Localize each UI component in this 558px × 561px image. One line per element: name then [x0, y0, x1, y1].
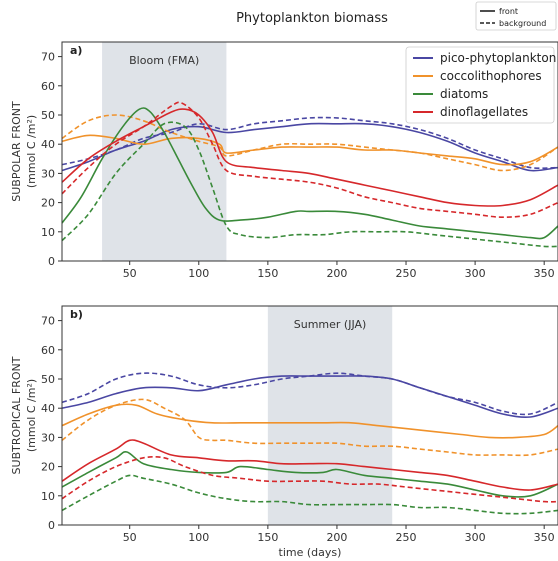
- series-line-a-diatoms-background: [61, 121, 558, 248]
- legend-label-pico-phytoplankton: pico-phytoplankton: [440, 51, 556, 65]
- y-tick-label-a: 20: [41, 197, 55, 210]
- x-tick-label-a: 350: [534, 267, 555, 280]
- x-tick-label-b: 150: [257, 531, 278, 544]
- panel-label-b: b): [70, 308, 83, 321]
- series-line-b-coccolithophores-background: [61, 398, 558, 457]
- shaded-period-label-b: Summer (JJA): [294, 318, 367, 331]
- style-legend-background-label: background: [499, 19, 546, 28]
- series-line-a-diatoms-front: [61, 107, 558, 240]
- panel-label-a: a): [70, 44, 82, 57]
- y-tick-label-b: 10: [41, 490, 55, 503]
- shaded-period-a: [102, 42, 227, 261]
- legend-label-dinoflagellates: dinoflagellates: [440, 105, 528, 119]
- series-line-a-coccolithophores-background: [61, 114, 558, 172]
- y-tick-label-a: 10: [41, 226, 55, 239]
- x-tick-label-a: 100: [188, 267, 209, 280]
- series-line-b-pico-phytoplankton-background: [61, 372, 558, 416]
- plot-frame-b: [61, 305, 558, 526]
- series-line-b-pico-phytoplankton-front: [61, 375, 558, 419]
- series-line-a-pico-phytoplankton-background: [61, 116, 558, 170]
- style-legend: front background: [475, 1, 557, 31]
- x-tick-label-a: 150: [257, 267, 278, 280]
- y-tick-label-a: 70: [41, 51, 55, 64]
- legend-label-coccolithophores: coccolithophores: [440, 69, 542, 83]
- group-legend: pico-phytoplankton coccolithophores diatom…: [405, 46, 556, 124]
- y-axis-label-a: SUBPOLAR FRONT: [10, 101, 23, 202]
- series-line-a-dinoflagellates-front: [61, 108, 558, 207]
- y-tick-label-b: 50: [41, 373, 55, 386]
- style-legend-front-label: front: [499, 7, 518, 16]
- shaded-period-label-a: Bloom (FMA): [129, 54, 199, 67]
- x-tick-label-a: 300: [465, 267, 486, 280]
- x-tick-label-a: 200: [326, 267, 347, 280]
- y-tick-label-b: 20: [41, 461, 55, 474]
- y-tick-label-b: 30: [41, 431, 55, 444]
- y-tick-label-b: 70: [41, 315, 55, 328]
- y-tick-label-a: 40: [41, 138, 55, 151]
- y-tick-label-a: 30: [41, 167, 55, 180]
- series-line-b-coccolithophores-front: [61, 403, 558, 439]
- x-tick-label-b: 350: [534, 531, 555, 544]
- x-axis-label: time (days): [279, 546, 342, 559]
- y-tick-label-b: 40: [41, 402, 55, 415]
- series-line-b-diatoms-front: [61, 451, 558, 498]
- panel-b: Summer (JJA) 0 10 20 30 40 50 60 70 50 100 150 200 25…: [10, 305, 558, 544]
- y-tick-label-a: 0: [48, 255, 55, 268]
- series-line-a-dinoflagellates-background: [61, 101, 558, 219]
- x-tick-label-b: 300: [465, 531, 486, 544]
- x-tick-label-b: 50: [123, 531, 137, 544]
- y-tick-label-a: 60: [41, 80, 55, 93]
- x-tick-label-b: 250: [396, 531, 417, 544]
- figure-title: Phytoplankton biomass: [236, 11, 388, 26]
- x-tick-label-b: 100: [188, 531, 209, 544]
- series-line-a-coccolithophores-front: [61, 134, 558, 166]
- legend-label-diatoms: diatoms: [440, 87, 488, 101]
- y-axis-unit-a: (mmol C /m²): [25, 115, 38, 188]
- series-line-a-pico-phytoplankton-front: [61, 122, 558, 172]
- x-tick-label-a: 250: [396, 267, 417, 280]
- style-legend-frame: [475, 1, 557, 31]
- plot-frame-a: [61, 41, 558, 262]
- x-tick-label-a: 50: [123, 267, 137, 280]
- y-tick-label-b: 0: [48, 519, 55, 532]
- shaded-period-b: [267, 306, 393, 525]
- series-line-b-dinoflagellates-front: [61, 439, 558, 491]
- y-axis-label-b: SUBTROPICAL FRONT: [10, 356, 23, 474]
- panel-a: Bloom (FMA) 0 10 20 30 40 50 60 70 50 100 150 200 250…: [10, 41, 558, 280]
- y-axis-unit-b: (mmol C /m²): [25, 379, 38, 452]
- x-tick-label-b: 200: [326, 531, 347, 544]
- y-tick-label-a: 50: [41, 109, 55, 122]
- group-legend-frame: [405, 46, 555, 124]
- y-tick-label-b: 60: [41, 344, 55, 357]
